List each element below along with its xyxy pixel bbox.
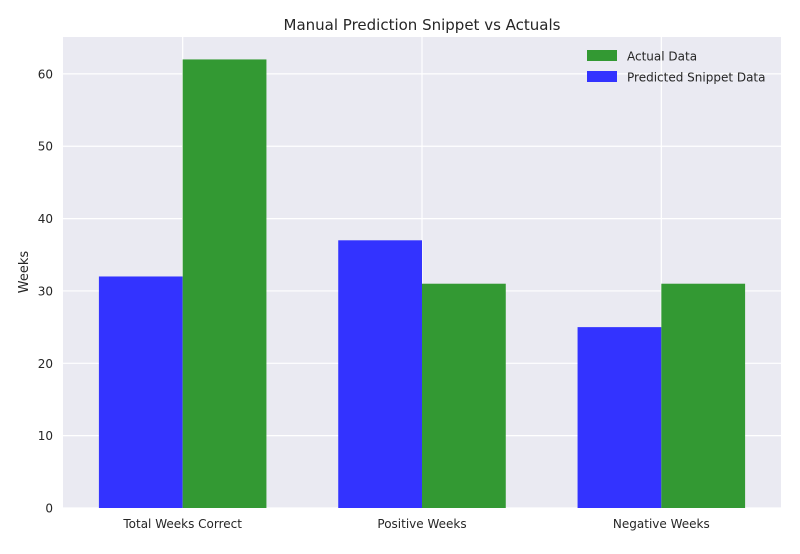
x-tick-label: Positive Weeks (377, 517, 466, 531)
y-tick-label: 10 (38, 429, 53, 443)
x-tick-label: Total Weeks Correct (122, 517, 242, 531)
legend: Actual Data Predicted Snippet Data (587, 50, 766, 85)
y-tick-label: 50 (38, 140, 53, 154)
y-tick-label: 0 (45, 502, 53, 516)
y-tick-label: 30 (38, 284, 53, 298)
bar (98, 276, 183, 508)
y-tick-label: 20 (38, 357, 53, 371)
bars (98, 59, 746, 509)
x-tick-label: Negative Weeks (613, 517, 710, 531)
legend-label: Predicted Snippet Data (627, 71, 766, 85)
bar (422, 283, 506, 508)
y-tick-label: 60 (38, 67, 53, 81)
y-tick-label: 40 (38, 212, 53, 226)
tick-labels: 0 10 20 30 40 50 60 Total Weeks Correct Positive… (38, 67, 710, 531)
bar (661, 283, 746, 508)
legend-swatch (587, 50, 617, 61)
y-axis-label: Weeks (17, 251, 32, 294)
bar (577, 327, 662, 508)
bar (182, 59, 267, 509)
legend-swatch (587, 71, 617, 82)
bar (338, 240, 422, 509)
legend-label: Actual Data (627, 50, 697, 64)
chart-title: Manual Prediction Snippet vs Actuals (284, 16, 561, 34)
